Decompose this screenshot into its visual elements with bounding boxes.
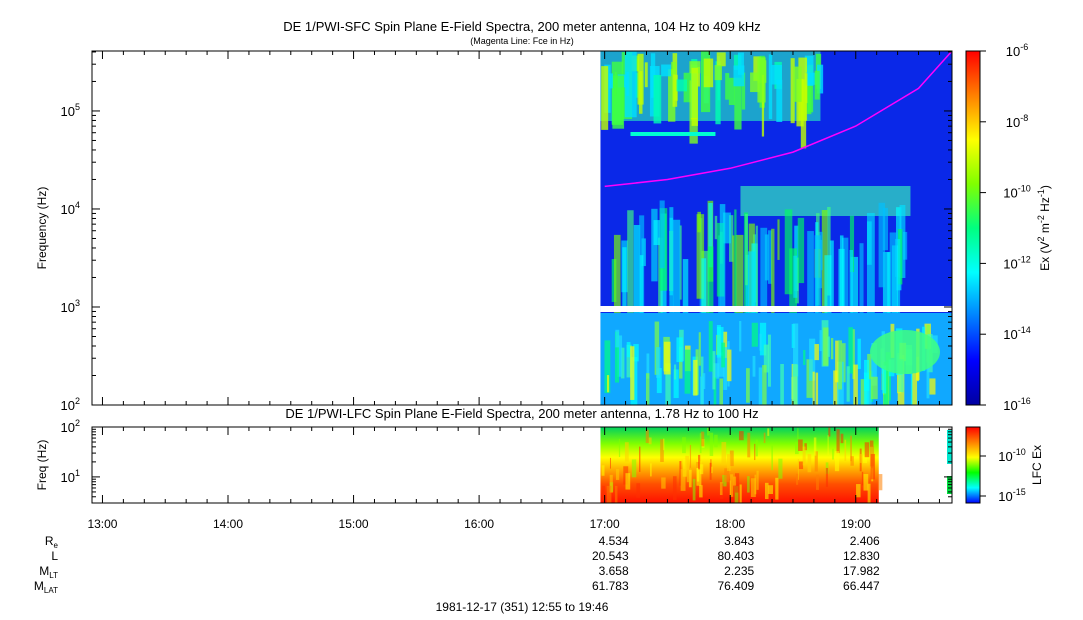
ephemeris-value: 20.543 — [592, 549, 629, 563]
sfc-spectrogram — [600, 51, 952, 405]
ephemeris-value: 3.843 — [724, 534, 754, 548]
ephemeris-value: 2.235 — [724, 564, 754, 578]
top-panel-subtitle: (Magenta Line: Fce in Hz) — [470, 36, 574, 46]
sfc-colorbar-tick-label: 10-16 — [1003, 396, 1030, 413]
lfc-y-tick-label: 102 — [61, 418, 80, 435]
sfc-colorbar-tick-label: 10-10 — [1003, 184, 1030, 201]
sfc-y-label: Frequency (Hz) — [35, 187, 49, 270]
time-axis-labels: 13:00 14:00 15:00 16:00 17:00 18:00 19:00 — [87, 517, 871, 531]
lfc-y-tick-label: 101 — [61, 468, 80, 485]
time-tick-label: 16:00 — [464, 517, 494, 531]
time-tick-label: 17:00 — [590, 517, 620, 531]
ephemeris-row-label: MLAT — [34, 579, 58, 595]
lfc-colorbar-tick-label: 10-15 — [998, 487, 1025, 504]
lfc-colorbar-label: LFC Ex — [1030, 445, 1044, 485]
sfc-y-tick-label: 105 — [61, 102, 80, 119]
ephemeris-value: 80.403 — [717, 549, 754, 563]
sfc-colorbar-tick-label: 10-14 — [1003, 325, 1030, 342]
time-tick-label: 15:00 — [339, 517, 369, 531]
lfc-colorbar-tick-label: 10-10 — [998, 447, 1025, 464]
lfc-y-label: Freq (Hz) — [35, 440, 49, 491]
sfc-colorbar-tick-label: 10-6 — [1006, 42, 1028, 59]
ephemeris-value: 66.447 — [843, 579, 880, 593]
time-tick-label: 18:00 — [715, 517, 745, 531]
sfc-y-tick-label: 103 — [61, 298, 80, 315]
date-range: 1981-12-17 (351) 12:55 to 19:46 — [436, 600, 609, 614]
time-tick-label: 13:00 — [87, 517, 117, 531]
ephemeris-value: 2.406 — [850, 534, 880, 548]
ephemeris-value: 76.409 — [717, 579, 754, 593]
ephemeris-value: 61.783 — [592, 579, 629, 593]
ephemeris-value: 3.658 — [599, 564, 629, 578]
sfc-colorbar-label: Ex (V2 m-2 Hz-1) — [1036, 185, 1052, 271]
lfc-colorbar-ticks: 10-10 10-15 — [980, 447, 1026, 504]
fce-line — [604, 50, 953, 188]
sfc-y-tick-label: 104 — [61, 200, 80, 217]
sfc-colorbar — [965, 50, 981, 406]
top-panel-title: DE 1/PWI-SFC Spin Plane E-Field Spectra,… — [283, 19, 761, 34]
lfc-x-ticks — [101, 427, 940, 503]
ephemeris-value: 12.830 — [843, 549, 880, 563]
lfc-plot-frame — [91, 426, 953, 504]
lfc-spectrogram — [600, 427, 952, 503]
ephemeris-value: 17.982 — [843, 564, 880, 578]
sfc-y-tick-label: 102 — [61, 396, 80, 413]
lfc-colorbar — [965, 426, 981, 504]
time-tick-label: 14:00 — [213, 517, 243, 531]
sfc-x-ticks — [101, 51, 940, 405]
ephemeris-value: 4.534 — [599, 534, 629, 548]
sfc-plot-frame — [91, 50, 953, 406]
time-tick-label: 19:00 — [841, 517, 871, 531]
ephemeris-row-label: Re — [45, 534, 59, 550]
sfc-colorbar-ticks: 10-6 10-8 10-10 10-12 10-14 10-16 — [980, 42, 1031, 413]
ephemeris-row-label: MLT — [39, 564, 58, 580]
sfc-colorbar-tick-label: 10-12 — [1003, 254, 1030, 271]
ephemeris-table: Re 4.534 3.843 2.406 L 20.543 80.403 12.830 MLT 3… — [34, 534, 880, 595]
bottom-panel-title: DE 1/PWI-LFC Spin Plane E-Field Spectra,… — [285, 406, 758, 421]
sfc-colorbar-tick-label: 10-8 — [1006, 113, 1028, 130]
ephemeris-row-label: L — [51, 549, 58, 563]
